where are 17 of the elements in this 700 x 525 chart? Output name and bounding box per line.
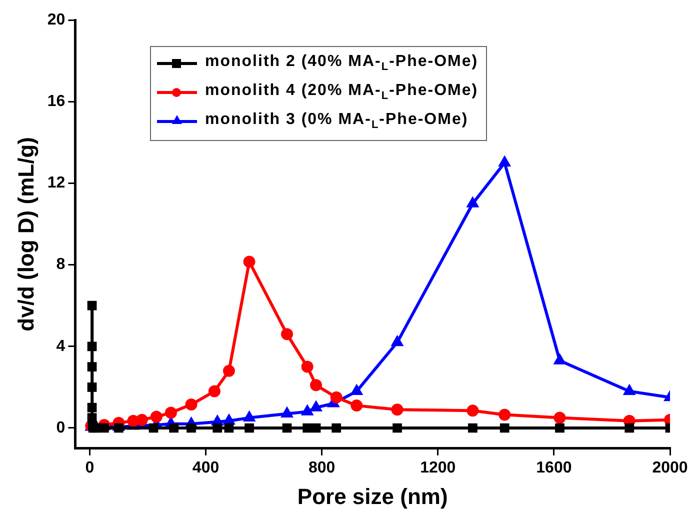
x-tick-label: 400 [192,459,220,476]
x-tick-label: 0 [85,459,94,476]
y-tick-label: 20 [47,11,66,28]
legend-label: monolith 4 (20% MA-$_{L}$-Phe-OMe) [205,82,478,103]
y-tick-label: 8 [56,256,66,274]
y-axis-title: dv/d (log D) (mL/g) [13,137,38,332]
x-axis-title: Pore size (nm) [297,484,448,509]
y-tick-label: 0 [56,419,66,436]
x-tick-label: 1600 [536,459,572,476]
y-tick-label: 12 [47,174,66,192]
x-tick-label: 800 [308,459,336,476]
legend-label: monolith 3 (0% MA-$_{L}$-Phe-OMe) [205,111,468,132]
y-tick-label: 16 [47,93,66,110]
legend-label: monolith 2 (40% MA-$_{L}$-Phe-OMe) [205,53,478,74]
x-tick-label: 1200 [420,459,456,476]
x-tick-label: 2000 [652,459,688,476]
y-tick-label: 4 [56,338,66,355]
